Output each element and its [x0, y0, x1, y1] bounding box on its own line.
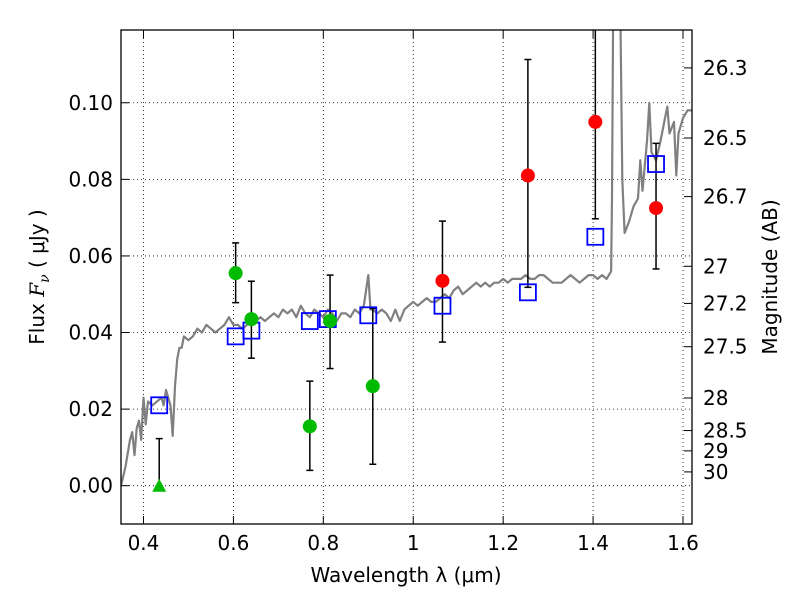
y-tick-label: 0.08: [68, 167, 113, 191]
right-tick-label: 28: [703, 386, 728, 410]
y-tick-label: 0.04: [68, 321, 113, 345]
y-tick-label: 0.10: [68, 91, 113, 115]
model-flux-square: [433, 296, 452, 315]
x-tick-label: 1.6: [667, 531, 699, 555]
x-tick-label: 0.4: [128, 531, 160, 555]
model-flux-square: [226, 327, 245, 346]
right-tick-label: 27: [703, 254, 728, 278]
y-axis-label-sub: ν: [37, 274, 53, 283]
y-axis-label-post: ( μJy ): [25, 209, 49, 274]
x-axis-label: Wavelength λ (μm): [310, 563, 501, 587]
y-axis-label: Flux Fν ( μJy ): [25, 209, 53, 344]
model-spectrum-layer: [121, 30, 692, 486]
x-tick-label: 0.6: [217, 531, 249, 555]
y-axis-label-var: F: [25, 282, 49, 298]
model-flux-square: [518, 283, 537, 302]
right-tick-label: 29: [703, 439, 728, 463]
observed-flux-point-red: [588, 114, 603, 129]
right-tick-label: 28.5: [703, 419, 748, 443]
observed-flux-point-red: [649, 201, 664, 216]
plot-frame: [120, 29, 693, 525]
observed-flux-point-green: [244, 312, 259, 327]
x-tick-label: 1.4: [577, 531, 609, 555]
observed-flux-point-green: [365, 379, 380, 394]
upper-limit-triangle: [152, 478, 167, 492]
right-tick-label: 26.5: [703, 126, 748, 150]
observed-flux-point-green: [302, 419, 317, 434]
y-axis-ticks: 0.00 0.02 0.04 0.06 0.08 0.10: [68, 91, 129, 498]
model-flux-square: [647, 155, 665, 173]
y-tick-label: 0.02: [68, 397, 113, 421]
right-tick-label: 26.7: [703, 185, 748, 209]
y-tick-label: 0.06: [68, 244, 113, 268]
x-axis-ticks: 0.4 0.6 0.8 1 1.2 1.4 1.6: [128, 30, 699, 555]
observed-flux-point-red: [520, 168, 535, 183]
right-tick-label: 26.3: [703, 56, 748, 80]
model-flux-square: [300, 312, 319, 330]
right-tick-label: 30: [703, 460, 728, 484]
observed-flux-point-green: [323, 314, 338, 329]
model-flux-square: [359, 306, 378, 325]
x-tick-label: 1.2: [487, 531, 519, 555]
x-tick-label: 0.8: [307, 531, 339, 555]
right-tick-label: 27.2: [703, 291, 748, 315]
y-axis-label-pre: Flux: [25, 297, 49, 345]
data-markers: [150, 114, 665, 492]
observed-flux-point-red: [435, 273, 450, 288]
model-spectrum-line: [121, 30, 692, 486]
grid-lines: [121, 30, 692, 524]
x-tick-label: 1: [407, 531, 420, 555]
error-bars: [155, 30, 660, 487]
model-flux-square: [586, 227, 605, 246]
right-axis-label: Magnitude (AB): [758, 199, 782, 354]
right-tick-label: 27.5: [703, 335, 748, 359]
observed-flux-point-green: [228, 266, 243, 281]
model-flux-square: [150, 396, 169, 415]
y-tick-label: 0.00: [68, 474, 113, 498]
